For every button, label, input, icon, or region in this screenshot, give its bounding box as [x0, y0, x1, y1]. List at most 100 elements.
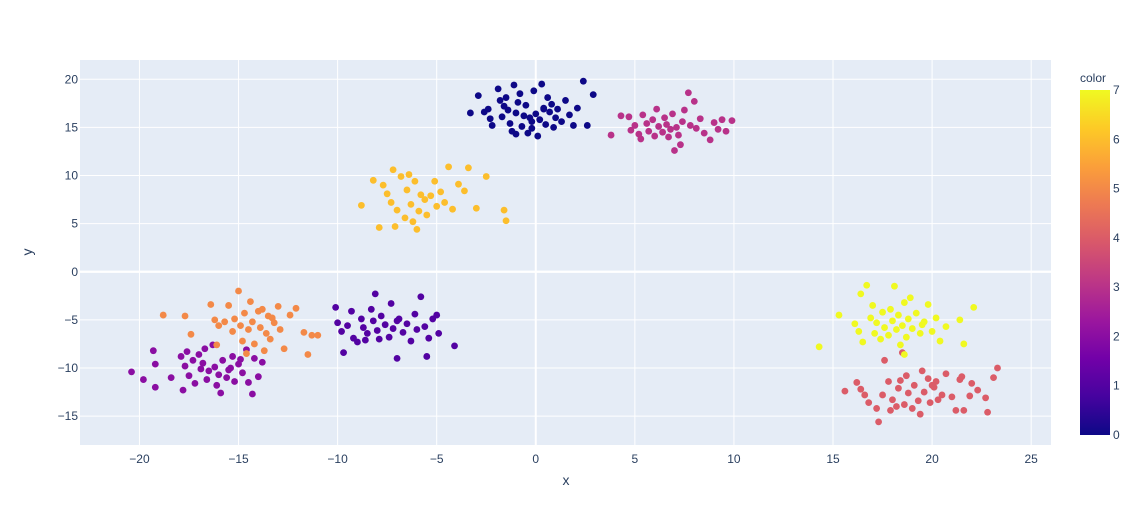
data-point: [229, 353, 236, 360]
data-point: [960, 406, 968, 414]
data-point: [918, 367, 926, 375]
data-point: [871, 329, 879, 337]
data-point: [667, 125, 674, 133]
data-point: [494, 85, 502, 93]
data-point: [554, 105, 561, 113]
data-point: [221, 318, 229, 326]
data-point: [197, 365, 205, 373]
data-point: [229, 328, 236, 335]
data-point: [239, 337, 246, 345]
data-point: [280, 345, 288, 353]
colorbar-tick-label: 2: [1113, 329, 1120, 343]
data-point: [552, 114, 559, 122]
data-point: [379, 181, 387, 189]
x-tick-label: −20: [129, 452, 150, 466]
data-point: [399, 328, 407, 336]
data-point: [387, 300, 395, 307]
data-point: [879, 308, 886, 316]
data-point: [512, 109, 520, 117]
data-point: [361, 336, 369, 344]
x-tick-label: 15: [826, 452, 840, 466]
data-point: [502, 217, 510, 225]
data-point: [393, 354, 401, 362]
colorbar-title: color: [1080, 71, 1106, 85]
data-point: [514, 98, 522, 106]
data-point: [185, 372, 193, 380]
data-point: [381, 321, 389, 329]
data-point: [900, 299, 908, 306]
data-point: [881, 356, 888, 364]
data-point: [663, 121, 670, 128]
data-point: [566, 111, 573, 119]
data-point: [421, 196, 429, 203]
data-point: [542, 121, 550, 128]
data-point: [496, 97, 504, 104]
x-tick-label: 25: [1025, 452, 1039, 466]
data-point: [411, 177, 419, 185]
data-point: [409, 218, 417, 226]
data-point: [215, 371, 223, 379]
data-point: [421, 323, 429, 331]
data-point: [881, 324, 888, 331]
data-points: [128, 77, 1001, 426]
data-point: [203, 376, 211, 383]
data-point: [510, 81, 518, 89]
x-tick-label: 5: [632, 452, 639, 466]
x-axis-ticks: −20 −15 −10 −5 0 5 10 15 20 25: [129, 452, 1038, 466]
data-point: [512, 130, 520, 138]
y-axis-ticks: −15 −10 −5 0 5 10 15 20: [58, 72, 79, 423]
data-point: [857, 290, 865, 298]
data-point: [486, 115, 494, 123]
data-point: [231, 315, 238, 323]
data-point: [990, 374, 997, 382]
data-point: [579, 77, 587, 85]
x-tick-label: 0: [532, 452, 539, 466]
data-point: [149, 347, 157, 355]
data-point: [237, 322, 244, 330]
data-point: [437, 188, 445, 196]
data-point: [215, 322, 223, 330]
data-point: [956, 316, 964, 324]
data-point: [461, 187, 468, 195]
data-point: [389, 325, 397, 332]
data-point: [960, 340, 968, 348]
data-point: [401, 214, 409, 222]
data-point: [867, 314, 875, 322]
data-point: [217, 389, 225, 397]
data-point: [958, 373, 966, 381]
data-point: [974, 386, 982, 394]
data-point: [583, 122, 591, 129]
y-tick-label: 15: [65, 120, 79, 134]
data-point: [857, 385, 865, 393]
data-point: [502, 94, 510, 101]
data-point: [532, 110, 540, 118]
data-point: [357, 315, 365, 323]
data-point: [423, 211, 431, 219]
data-point: [397, 173, 405, 180]
data-point: [334, 319, 342, 327]
data-point: [348, 307, 355, 315]
data-point: [500, 206, 508, 214]
data-point: [266, 335, 274, 343]
data-point: [908, 405, 916, 412]
data-point: [853, 379, 861, 386]
data-point: [942, 323, 950, 331]
data-point: [861, 391, 869, 399]
data-point: [851, 320, 859, 328]
data-point: [684, 89, 692, 97]
data-point: [250, 354, 258, 362]
data-point: [181, 312, 189, 320]
data-point: [254, 373, 262, 381]
x-tick-label: −15: [228, 452, 249, 466]
data-point: [243, 350, 250, 357]
data-point: [498, 113, 506, 121]
data-point: [411, 310, 419, 318]
data-point: [522, 101, 530, 109]
data-point: [718, 116, 726, 124]
data-point: [548, 100, 556, 108]
data-point: [375, 335, 383, 343]
data-point: [423, 353, 431, 360]
data-point: [873, 319, 881, 327]
data-point: [875, 418, 882, 426]
